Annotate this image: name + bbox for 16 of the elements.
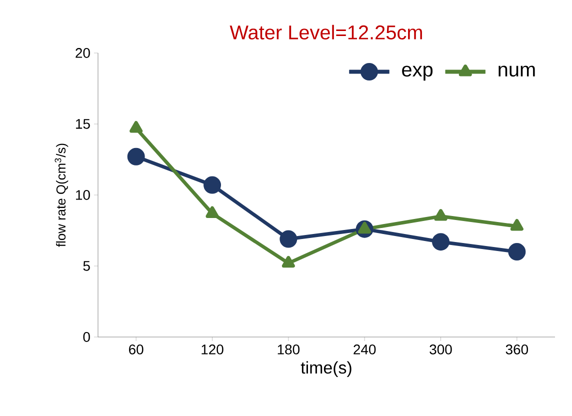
y-tick-label: 0 <box>83 332 90 342</box>
y-tick-label: 20 <box>76 48 90 58</box>
y-axis-title: flow rate Q(cm$^{3}$/s) <box>54 144 68 247</box>
y-tick-label: 10 <box>76 190 90 200</box>
chart-title: Water Level=12.25cm <box>230 24 422 40</box>
x-tick-label: 360 <box>506 344 528 354</box>
x-axis-title: time(s) <box>300 361 352 378</box>
x-tick-label: 300 <box>430 344 452 354</box>
y-tick-label: 15 <box>76 119 90 129</box>
x-tick-label: 120 <box>202 344 224 354</box>
x-tick-label: 60 <box>129 344 144 354</box>
x-tick-label: 180 <box>278 344 300 354</box>
x-tick-label: 240 <box>354 344 376 354</box>
legend-label: num <box>498 66 535 77</box>
y-tick-label: 5 <box>83 261 90 271</box>
legend-label: exp <box>402 66 433 81</box>
